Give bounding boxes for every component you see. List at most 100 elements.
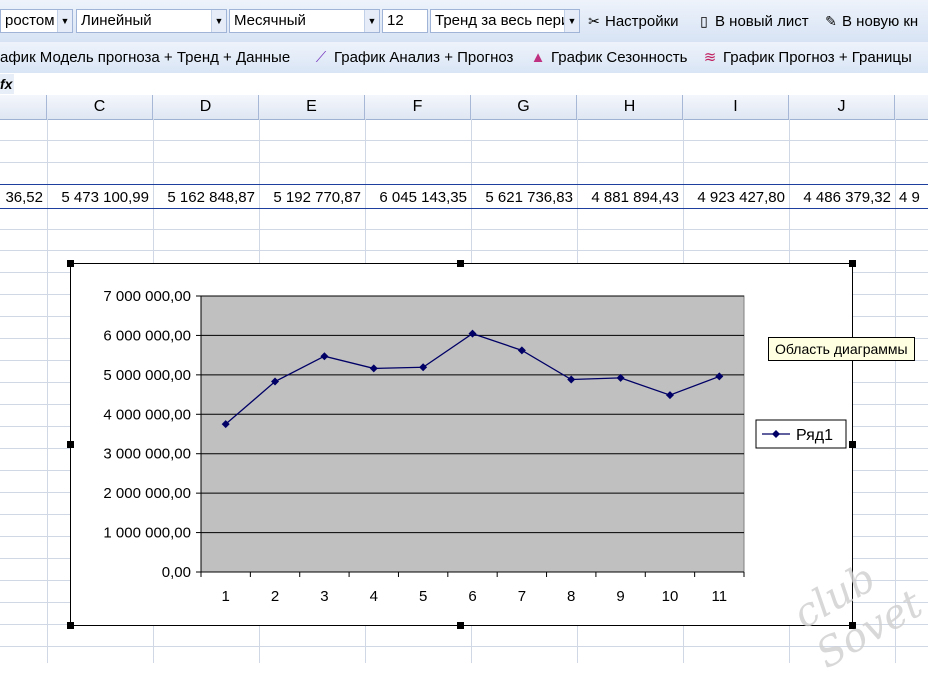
x-tick-label: 2 <box>271 588 279 605</box>
y-tick-label: 0,00 <box>162 564 191 581</box>
column-header-k[interactable] <box>895 95 928 119</box>
growth-type-value: ростом <box>5 12 55 29</box>
y-tick-label: 6 000 000,00 <box>103 327 191 344</box>
grid-row-line <box>0 140 928 141</box>
cell-e[interactable]: 5 192 770,87 <box>273 189 361 206</box>
period-combo[interactable]: Месячный ▼ <box>229 9 380 33</box>
settings-label: Настройки <box>605 13 679 30</box>
data-point-marker[interactable] <box>567 375 576 384</box>
area-chart-icon: ▲ <box>530 49 546 66</box>
plot-area[interactable] <box>200 295 745 573</box>
cell-k[interactable]: 4 9 <box>899 189 920 206</box>
cell-c[interactable]: 5 473 100,99 <box>61 189 149 206</box>
cell-f[interactable]: 6 045 143,35 <box>379 189 467 206</box>
seasonality-chart-button[interactable]: ▲ График Сезонность <box>528 42 688 73</box>
cell-j[interactable]: 4 486 379,32 <box>803 189 891 206</box>
resize-handle[interactable] <box>849 441 856 448</box>
x-tick-label: 7 <box>518 588 526 605</box>
chevron-down-icon[interactable]: ▼ <box>57 10 72 32</box>
data-point-marker[interactable] <box>320 352 329 361</box>
grid-row-line <box>0 229 928 230</box>
data-point-marker[interactable] <box>369 364 378 373</box>
tools-icon: ✂ <box>588 13 600 29</box>
column-header-g[interactable]: G <box>471 95 577 119</box>
y-tick-label: 5 000 000,00 <box>103 367 191 384</box>
cell-d[interactable]: 5 162 848,87 <box>167 189 255 206</box>
column-header-d[interactable]: D <box>153 95 259 119</box>
growth-type-combo[interactable]: ростом ▼ <box>0 9 73 33</box>
trend-range-combo[interactable]: Тренд за весь пери ▼ <box>430 9 580 33</box>
trend-range-value: Тренд за весь пери <box>435 12 570 29</box>
x-tick-label: 3 <box>320 588 328 605</box>
legend-label: Ряд1 <box>796 427 833 444</box>
forecast-bounds-chart-button[interactable]: ≋ График Прогноз + Границы <box>700 42 912 73</box>
data-point-marker[interactable] <box>468 329 477 338</box>
trend-type-value: Линейный <box>81 12 152 29</box>
column-header-b[interactable] <box>0 95 47 119</box>
chevron-down-icon[interactable]: ▼ <box>564 10 579 32</box>
data-point-marker[interactable] <box>419 363 428 372</box>
y-tick-label: 3 000 000,00 <box>103 446 191 463</box>
column-header-j[interactable]: J <box>789 95 895 119</box>
grid-row-line <box>0 646 928 647</box>
resize-handle[interactable] <box>457 622 464 629</box>
x-tick-label: 10 <box>662 588 679 605</box>
x-tick-label: 4 <box>370 588 378 605</box>
cell-b[interactable]: 36,52 <box>5 189 43 206</box>
grid-column-line <box>895 119 896 663</box>
cell-h[interactable]: 4 881 894,43 <box>591 189 679 206</box>
legend-marker <box>772 430 780 438</box>
grid-row-line <box>0 162 928 163</box>
settings-button[interactable]: ✂ Настройки <box>585 9 679 33</box>
bounds-chart-icon: ≋ <box>703 49 717 66</box>
column-header-c[interactable]: C <box>47 95 153 119</box>
new-book-button[interactable]: ✎ В новую кн <box>822 9 918 33</box>
chart-area-tooltip: Область диаграммы <box>768 337 915 361</box>
x-tick-label: 11 <box>712 588 728 605</box>
cell-g[interactable]: 5 621 736,83 <box>485 189 573 206</box>
data-point-marker[interactable] <box>665 391 674 400</box>
resize-handle[interactable] <box>67 260 74 267</box>
column-header-e[interactable]: E <box>259 95 365 119</box>
y-tick-label: 2 000 000,00 <box>103 485 191 502</box>
x-tick-label: 6 <box>468 588 476 605</box>
resize-handle[interactable] <box>67 622 74 629</box>
analysis-forecast-chart-button[interactable]: ⟋ График Анализ + Прогноз <box>311 42 514 73</box>
chevron-down-icon[interactable]: ▼ <box>211 10 226 32</box>
fx-icon[interactable]: fx <box>0 74 14 94</box>
data-point-marker[interactable] <box>221 420 230 429</box>
formula-bar[interactable] <box>0 73 928 96</box>
column-header-h[interactable]: H <box>577 95 683 119</box>
analysis-forecast-label: График Анализ + Прогноз <box>334 49 514 66</box>
data-point-marker[interactable] <box>616 373 625 382</box>
horizon-value: 12 <box>387 12 404 29</box>
new-sheet-button[interactable]: ▯ В новый лист <box>695 9 808 33</box>
grid-row-line <box>0 208 928 209</box>
new-book-label: В новую кн <box>842 13 919 30</box>
sheet-icon: ▯ <box>700 13 708 29</box>
resize-handle[interactable] <box>849 260 856 267</box>
line-chart-icon: ⟋ <box>315 49 327 66</box>
chart-area[interactable]: 0,00 1 000 000,00 2 000 000,00 3 000 000,00… <box>70 263 853 626</box>
model-forecast-chart-button[interactable]: афик Модель прогноза + Тренд + Данные <box>0 42 290 73</box>
data-point-marker[interactable] <box>715 372 724 381</box>
chart-toolbar: афик Модель прогноза + Тренд + Данные ⟋ Г… <box>0 42 928 74</box>
resize-handle[interactable] <box>457 260 464 267</box>
data-point-marker[interactable] <box>517 346 526 355</box>
grid-row-line <box>0 184 928 185</box>
grid-column-line <box>47 119 48 663</box>
column-header-i[interactable]: I <box>683 95 789 119</box>
data-point-marker[interactable] <box>271 377 280 386</box>
cell-i[interactable]: 4 923 427,80 <box>697 189 785 206</box>
resize-handle[interactable] <box>849 622 856 629</box>
period-value: Месячный <box>234 12 306 29</box>
trend-type-combo[interactable]: Линейный ▼ <box>76 9 227 33</box>
column-headers: C D E F G H I J <box>0 95 928 120</box>
column-header-f[interactable]: F <box>365 95 471 119</box>
chevron-down-icon[interactable]: ▼ <box>364 10 379 32</box>
x-tick-label: 8 <box>567 588 575 605</box>
horizon-input[interactable]: 12 <box>382 9 428 33</box>
grid-row-line <box>0 250 928 251</box>
x-tick-label: 9 <box>616 588 624 605</box>
resize-handle[interactable] <box>67 441 74 448</box>
